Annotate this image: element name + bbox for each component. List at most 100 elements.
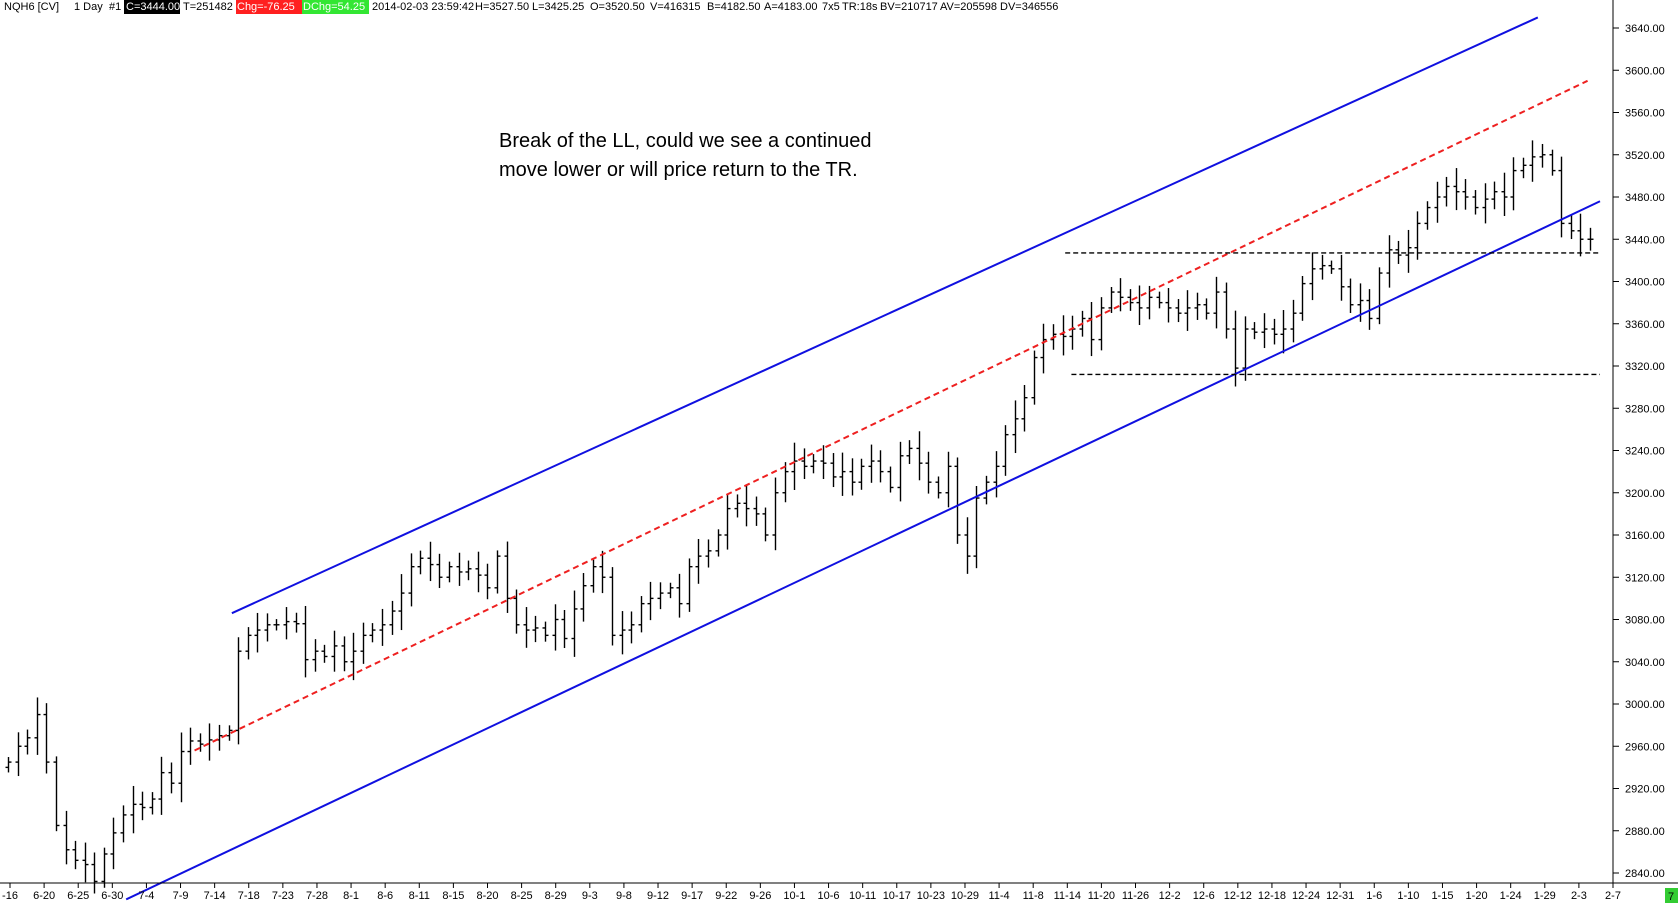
- corner-badge[interactable]: [1665, 888, 1678, 903]
- channel-upper-line[interactable]: [231, 16, 1539, 615]
- date-tick-label: 1-10: [1397, 890, 1419, 902]
- ohlc-bar: [715, 529, 722, 557]
- ohlc-bar: [1203, 298, 1210, 320]
- price-tick-label: 3320.00: [1625, 361, 1665, 373]
- ohlc-bar: [753, 496, 760, 526]
- date-tick-label: 12-18: [1258, 890, 1286, 902]
- ohlc-bar: [360, 622, 367, 664]
- date-tick-label: 7-18: [238, 890, 260, 902]
- ohlc-bar: [1539, 143, 1546, 168]
- ohlc-bar: [1386, 235, 1393, 288]
- ohlc-bar: [1577, 213, 1584, 257]
- date-tick-label: 10-1: [783, 890, 805, 902]
- open-label: O=3520.50: [590, 1, 645, 13]
- ohlc-bar: [1280, 310, 1287, 354]
- ohlc-bar: [552, 604, 559, 651]
- date-tick-label: 8-25: [511, 890, 533, 902]
- ohlc-bar: [1012, 400, 1019, 454]
- ohlc-bar: [791, 442, 798, 491]
- ohlc-bar: [321, 644, 328, 663]
- ohlc-bar: [1146, 285, 1153, 320]
- av-label: AV=205598: [940, 1, 997, 13]
- ohlc-bar: [494, 550, 501, 594]
- dchg-label: DChg=54.25: [303, 1, 365, 13]
- ohlc-bar: [1184, 290, 1191, 331]
- ohlc-bar: [724, 494, 731, 550]
- ohlc-bar: [1568, 215, 1575, 240]
- ohlc-bar: [1558, 156, 1565, 238]
- ohlc-bar: [954, 457, 961, 544]
- ohlc-bar: [782, 462, 789, 503]
- ohlc-bar: [1587, 227, 1594, 251]
- ohlc-bar: [158, 756, 165, 815]
- low-label: L=3425.25: [532, 1, 584, 13]
- date-tick-label: 9-22: [715, 890, 737, 902]
- ohlc-bar: [686, 558, 693, 612]
- date-tick-label: 8-20: [476, 890, 498, 902]
- ohlc-bar: [1127, 289, 1134, 311]
- ohlc-bar: [264, 613, 271, 642]
- ohlc-bar: [398, 574, 405, 631]
- ohlc-bar: [408, 553, 415, 607]
- date-tick-label: 11-14: [1054, 890, 1081, 902]
- chg-label: Chg=-76.25: [237, 1, 295, 13]
- price-tick-label: 3600.00: [1625, 65, 1665, 77]
- ohlc-bar: [925, 451, 932, 494]
- date-tick-label: 9-3: [582, 890, 598, 902]
- date-tick-label: 8-11: [409, 890, 430, 902]
- ohlc-bar: [523, 607, 530, 648]
- ohlc-bar: [1299, 276, 1306, 321]
- ohlc-bar: [532, 615, 539, 643]
- ohlc-bar: [887, 466, 894, 493]
- channel-lower-line[interactable]: [125, 200, 1601, 901]
- date-tick-label: 7-23: [272, 890, 294, 902]
- ohlc-bar: [1376, 267, 1383, 325]
- date-tick-label: 8-15: [442, 890, 464, 902]
- channel-midline[interactable]: [194, 79, 1589, 752]
- ohlc-bar: [1328, 260, 1335, 274]
- date-tick-label: 9-12: [647, 890, 669, 902]
- date-tick-label: 1-15: [1431, 890, 1453, 902]
- ohlc-bar: [1491, 181, 1498, 210]
- price-tick-label: 3000.00: [1625, 699, 1665, 711]
- ohlc-bar: [1319, 254, 1326, 280]
- ohlc-bar: [1424, 201, 1431, 230]
- date-tick-label: 6-25: [67, 890, 89, 902]
- date-tick-label: 10-6: [818, 890, 840, 902]
- date-tick-label: 11-8: [1023, 890, 1044, 902]
- ohlc-bar: [389, 600, 396, 635]
- date-tick-label: 7-9: [173, 890, 189, 902]
- date-tick-label: 8-29: [545, 890, 567, 902]
- corner-badge-label: 7: [1668, 891, 1674, 903]
- date-tick-label: 7-28: [306, 890, 328, 902]
- ohlc-bar: [312, 639, 319, 672]
- ohlc-bar: [647, 581, 654, 621]
- ohlc-bar: [1194, 292, 1201, 320]
- ohlc-bar: [331, 630, 338, 672]
- date-tick-label: -16: [2, 890, 18, 902]
- ohlc-bar: [273, 619, 280, 631]
- ohlc-bar: [1309, 252, 1316, 301]
- volume-label: V=416315: [650, 1, 700, 13]
- ohlc-bar: [187, 727, 194, 765]
- ohlc-bar: [130, 785, 137, 834]
- ohlc-bar: [379, 608, 386, 646]
- ohlc-bar: [1405, 229, 1412, 273]
- close-badge: [124, 0, 180, 14]
- ohlc-bar: [849, 458, 856, 496]
- ohlc-bar: [906, 440, 913, 465]
- dchg-badge: [302, 0, 369, 14]
- ohlc-bar: [571, 590, 578, 657]
- ohlc-bar: [897, 441, 904, 502]
- ohlc-bar: [1271, 318, 1278, 345]
- date-tick-label: 12-31: [1326, 890, 1354, 902]
- date-tick-label: 10-23: [917, 890, 945, 902]
- chg-badge: [236, 0, 302, 14]
- ohlc-bar: [561, 609, 568, 649]
- ohlc-bar: [513, 589, 520, 634]
- ohlc-bar: [417, 550, 424, 575]
- price-tick-label: 2920.00: [1625, 784, 1665, 796]
- ohlc-bars: [5, 140, 1594, 894]
- date-tick-label: 10-11: [849, 890, 876, 902]
